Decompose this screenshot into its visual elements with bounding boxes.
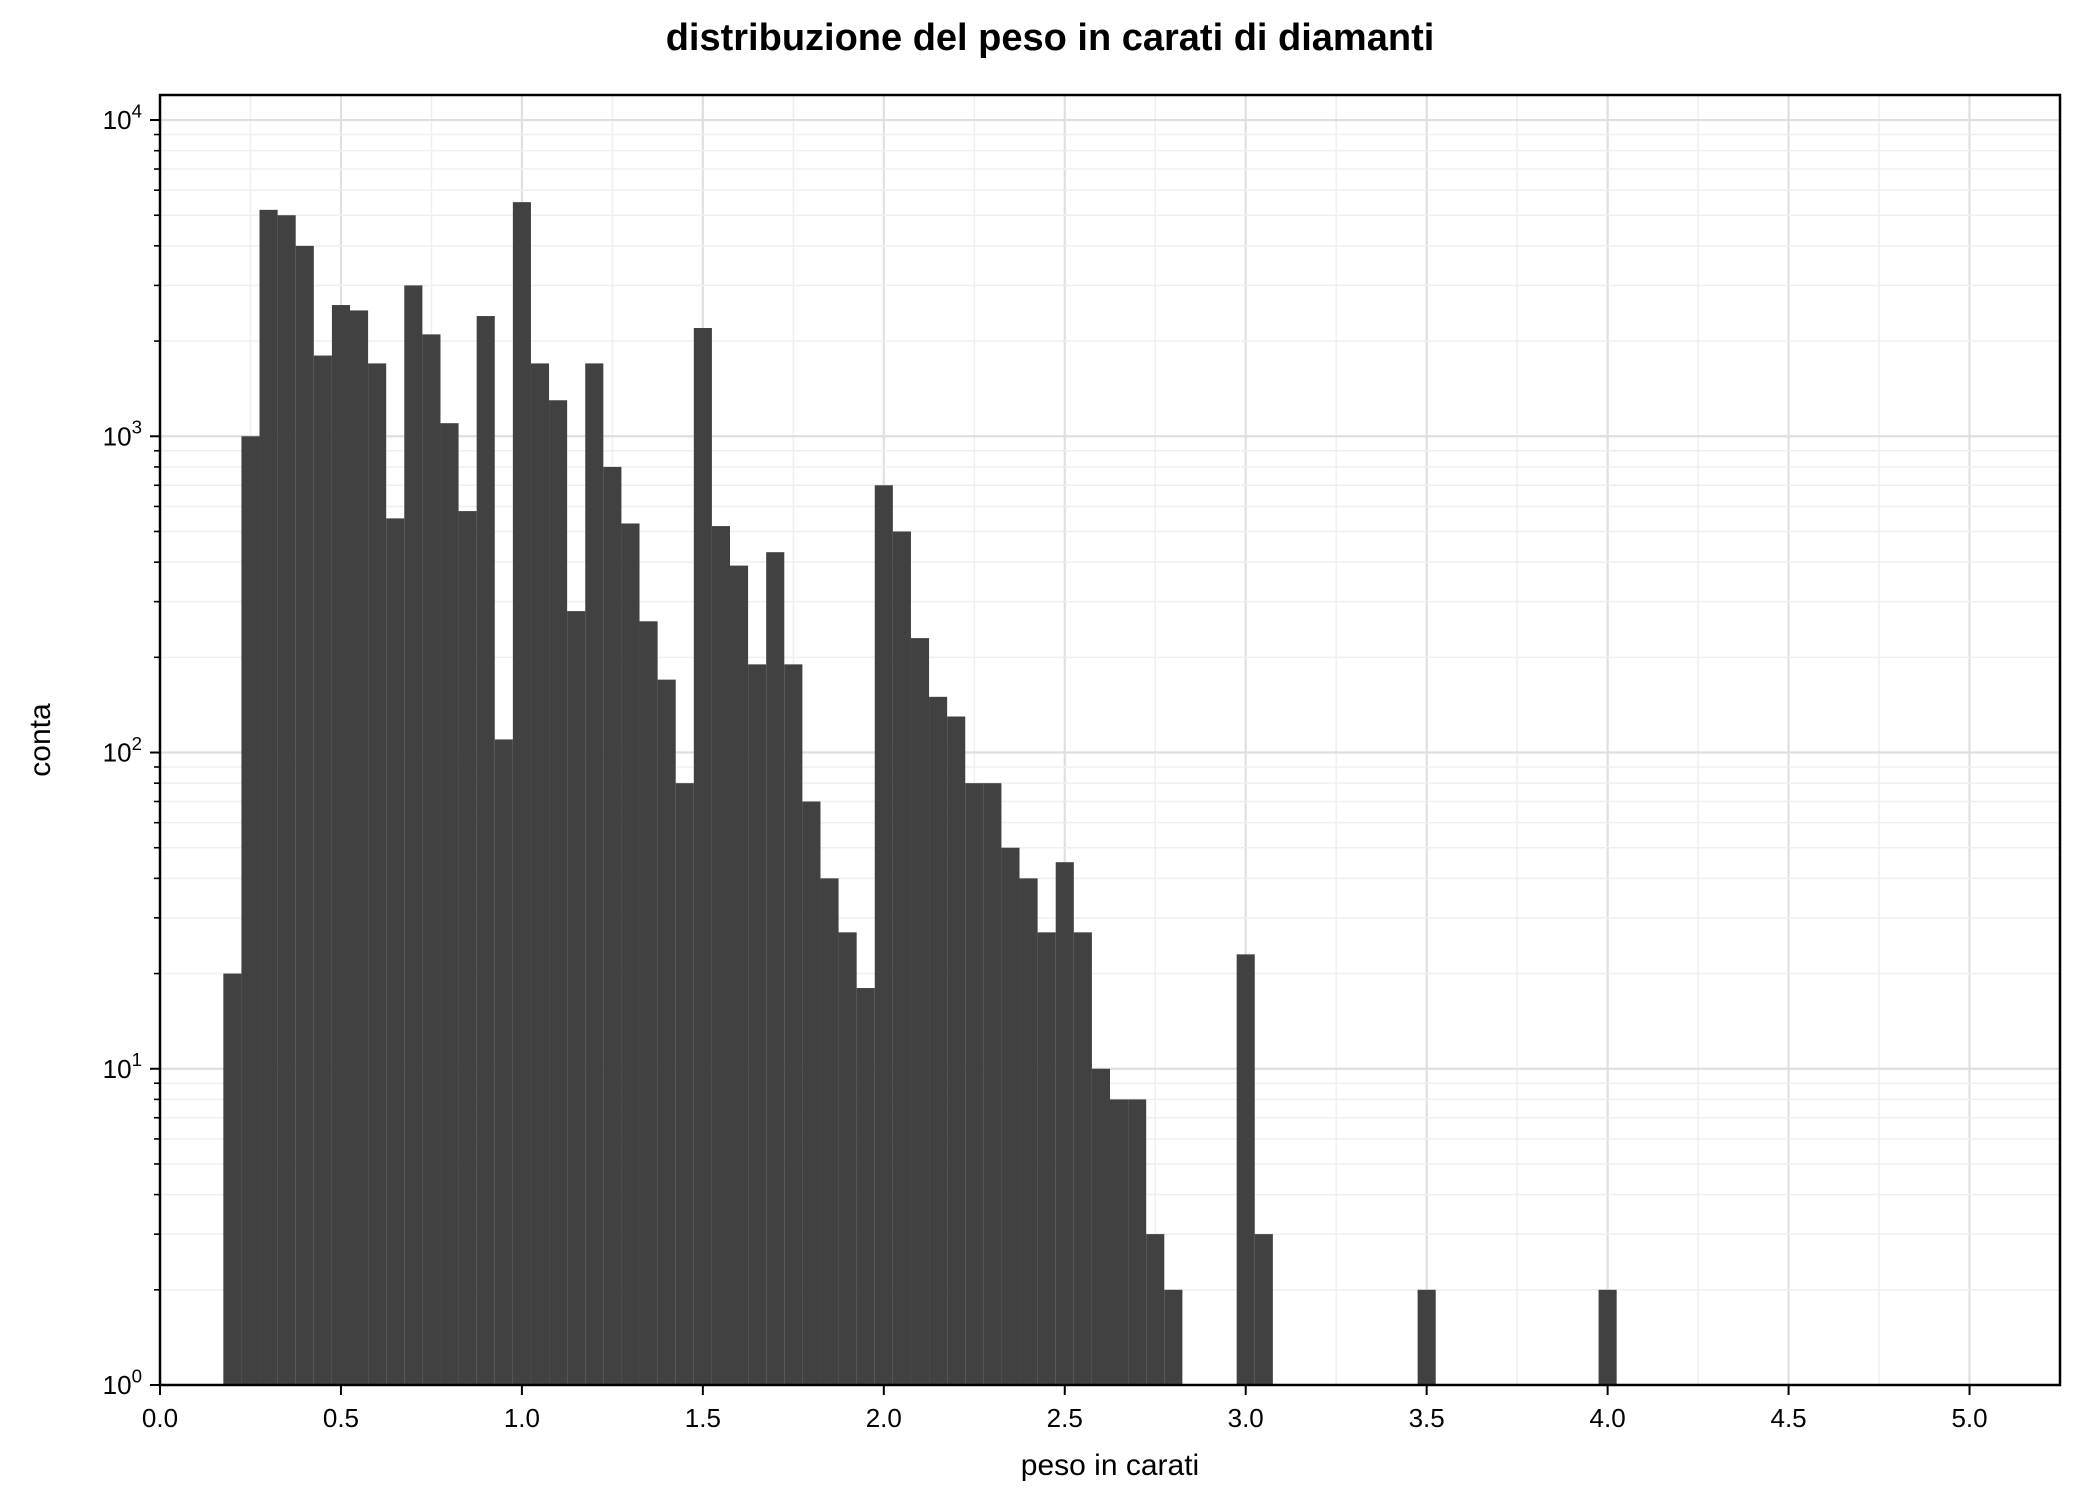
x-tick-label: 0.0 — [142, 1403, 178, 1433]
histogram-bar — [386, 518, 404, 1385]
histogram-bar — [278, 215, 296, 1385]
histogram-bar — [296, 246, 314, 1385]
histogram-bar — [585, 363, 603, 1385]
histogram-bar — [223, 974, 241, 1385]
histogram-bar — [748, 664, 766, 1385]
histogram-bar — [766, 552, 784, 1385]
histogram-bar — [802, 802, 820, 1385]
x-tick-label: 2.5 — [1047, 1403, 1083, 1433]
y-tick-label: 104 — [103, 100, 142, 135]
histogram-bar — [350, 310, 368, 1385]
histogram-bar — [1418, 1290, 1436, 1385]
histogram-bar — [893, 531, 911, 1385]
histogram-bar — [965, 783, 983, 1385]
histogram-bar — [531, 363, 549, 1385]
histogram-bar — [839, 932, 857, 1385]
x-tick-label: 3.0 — [1228, 1403, 1264, 1433]
y-axis-label: conta — [24, 703, 57, 777]
histogram-bar — [332, 305, 350, 1385]
histogram-bar — [1056, 862, 1074, 1385]
chart-svg: 0.0 0.5 1.0 1.5 2.0 2.5 3.0 3.5 4.0 4.5 5.0 100 101 1… — [0, 0, 2100, 1500]
x-axis-label: peso in carati — [1021, 1449, 1199, 1482]
histogram-bar — [1001, 848, 1019, 1385]
histogram-bar — [459, 511, 477, 1385]
histogram-bar — [241, 436, 259, 1385]
histogram-bar — [730, 566, 748, 1385]
histogram-bar — [314, 356, 332, 1385]
x-tick-label: 0.5 — [323, 1403, 359, 1433]
x-tick-label: 4.5 — [1770, 1403, 1806, 1433]
histogram-bar — [260, 210, 278, 1385]
histogram-bar — [676, 783, 694, 1385]
x-tick-label: 2.0 — [866, 1403, 902, 1433]
histogram-bar — [1146, 1234, 1164, 1385]
histogram-bar — [1128, 1099, 1146, 1385]
histogram-bar — [857, 988, 875, 1385]
histogram-bar — [875, 485, 893, 1385]
histogram-bar — [440, 423, 458, 1385]
histogram-bar — [1599, 1290, 1617, 1385]
histogram-chart: 0.0 0.5 1.0 1.5 2.0 2.5 3.0 3.5 4.0 4.5 5.0 100 101 1… — [0, 0, 2100, 1500]
histogram-bar — [1020, 878, 1038, 1385]
histogram-bar — [784, 664, 802, 1385]
x-tick-label: 1.5 — [685, 1403, 721, 1433]
histogram-bar — [1255, 1234, 1273, 1385]
y-tick-label: 100 — [103, 1365, 142, 1400]
histogram-bar — [947, 716, 965, 1385]
histogram-bar — [1038, 932, 1056, 1385]
histogram-bar — [658, 680, 676, 1385]
chart-title: distribuzione del peso in carati di diam… — [666, 17, 1435, 59]
histogram-bar — [567, 611, 585, 1385]
histogram-bar — [1110, 1099, 1128, 1385]
histogram-bar — [404, 285, 422, 1385]
histogram-bar — [603, 467, 621, 1385]
histogram-bar — [495, 739, 513, 1385]
histogram-bar — [1237, 954, 1255, 1385]
histogram-bar — [513, 202, 531, 1385]
histogram-bar — [621, 523, 639, 1385]
histogram-bar — [422, 334, 440, 1385]
histogram-bar — [1092, 1069, 1110, 1385]
histogram-bar — [820, 878, 838, 1385]
x-tick-label: 3.5 — [1409, 1403, 1445, 1433]
histogram-bar — [983, 783, 1001, 1385]
histogram-bar — [1074, 932, 1092, 1385]
y-tick-label: 101 — [103, 1049, 142, 1084]
x-tick-label: 4.0 — [1590, 1403, 1626, 1433]
histogram-bar — [640, 621, 658, 1385]
histogram-bar — [694, 328, 712, 1385]
histogram-bar — [368, 363, 386, 1385]
y-tick-label: 103 — [103, 417, 142, 452]
x-tick-label: 1.0 — [504, 1403, 540, 1433]
histogram-bar — [929, 697, 947, 1385]
histogram-bar — [549, 400, 567, 1385]
histogram-bar — [712, 526, 730, 1385]
histogram-bar — [477, 316, 495, 1385]
histogram-bar — [1164, 1290, 1182, 1385]
x-tick-label: 5.0 — [1951, 1403, 1987, 1433]
y-tick-label: 102 — [103, 733, 142, 768]
histogram-bar — [911, 638, 929, 1385]
